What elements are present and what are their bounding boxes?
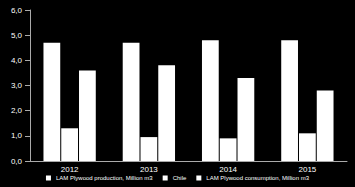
- svg-text:2,0: 2,0: [11, 106, 23, 115]
- svg-text:2014: 2014: [219, 165, 237, 174]
- svg-text:1,0: 1,0: [11, 131, 23, 140]
- svg-text:2013: 2013: [140, 165, 158, 174]
- svg-text:LAM Plywood production, Millio: LAM Plywood production, Million m3: [56, 175, 153, 181]
- svg-text:2015: 2015: [298, 165, 316, 174]
- svg-text:3,0: 3,0: [11, 81, 23, 90]
- svg-text:2012: 2012: [61, 165, 79, 174]
- svg-text:4,0: 4,0: [11, 56, 23, 65]
- svg-text:6,0: 6,0: [11, 6, 23, 15]
- svg-text:Chile: Chile: [173, 175, 187, 181]
- svg-text:LAM Plywood consumption, Milli: LAM Plywood consumption, Million m3: [206, 175, 309, 181]
- svg-text:0,0: 0,0: [11, 157, 23, 166]
- svg-text:5,0: 5,0: [11, 31, 23, 40]
